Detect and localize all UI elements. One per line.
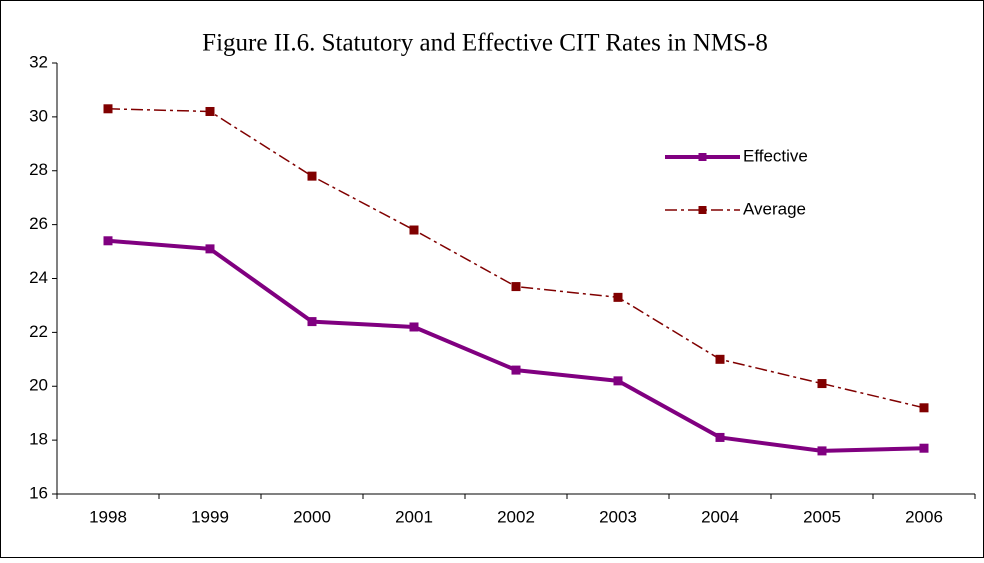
x-tick-label: 2001 [395,507,433,526]
point [409,322,419,332]
legend-marker [698,153,707,161]
point [919,403,929,413]
y-tick-label: 26 [29,214,48,233]
y-tick-label: 18 [29,430,48,449]
point [919,443,929,453]
x-tick-label: 2004 [701,507,739,526]
x-tick-label: 1999 [191,507,229,526]
point [409,225,419,235]
point [103,104,113,114]
x-tick-label: 2000 [293,507,331,526]
point [613,376,623,386]
point [817,446,827,456]
y-tick-label: 28 [29,160,48,179]
y-tick-label: 16 [29,483,48,502]
legend-label: Average [743,199,806,218]
point [103,236,113,246]
point [715,354,725,364]
y-tick-label: 20 [29,376,48,395]
chart-title: Figure II.6. Statutory and Effective CIT… [202,30,768,57]
x-tick-label: 2006 [905,507,943,526]
y-tick-label: 30 [29,106,48,125]
x-tick-label: 2002 [497,507,535,526]
legend-marker [698,206,707,214]
point [205,106,215,116]
point [307,317,317,327]
point [205,244,215,254]
point [817,379,827,389]
point [511,365,521,375]
point [715,432,725,442]
y-tick-label: 24 [29,268,48,287]
legend-label: Effective [743,146,808,165]
point [613,292,623,302]
y-tick-label: 22 [29,322,48,341]
y-tick-label: 32 [29,52,48,71]
point [511,282,521,292]
x-tick-label: 2005 [803,507,841,526]
x-tick-label: 1998 [89,507,127,526]
x-tick-label: 2003 [599,507,637,526]
point [307,171,317,181]
